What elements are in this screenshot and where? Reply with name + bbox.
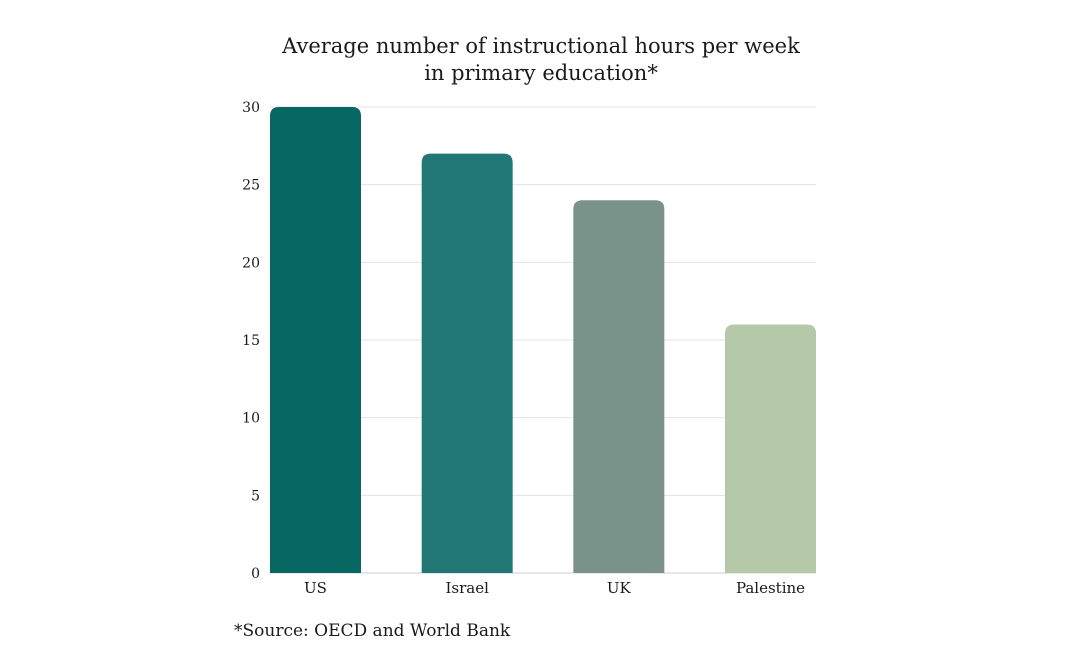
chart-title: Average number of instructional hours pe… bbox=[281, 34, 800, 85]
x-category-label: UK bbox=[607, 579, 632, 597]
x-axis-labels: US Israel UK Palestine bbox=[304, 579, 805, 597]
chart-title-line-2: in primary education* bbox=[424, 61, 658, 85]
y-tick-label: 5 bbox=[251, 488, 260, 504]
x-category-label: Palestine bbox=[736, 579, 805, 597]
y-tick-label: 0 bbox=[251, 566, 260, 582]
bar-palestine bbox=[725, 324, 816, 573]
bar-israel bbox=[421, 153, 513, 573]
y-tick-label: 10 bbox=[242, 411, 260, 427]
bar-uk bbox=[573, 200, 665, 573]
bars bbox=[270, 107, 816, 573]
x-category-label: US bbox=[304, 579, 327, 597]
y-tick-label: 20 bbox=[242, 255, 260, 271]
source-footnote: *Source: OECD and World Bank bbox=[234, 621, 511, 641]
x-category-label: Israel bbox=[445, 579, 489, 597]
y-tick-label: 15 bbox=[242, 333, 260, 349]
y-tick-label: 25 bbox=[242, 178, 260, 194]
chart-title-line-1: Average number of instructional hours pe… bbox=[281, 34, 800, 58]
y-tick-label: 30 bbox=[242, 100, 260, 116]
y-axis-ticks: 0 5 10 15 20 25 30 bbox=[242, 100, 260, 582]
bar-us bbox=[270, 107, 361, 573]
